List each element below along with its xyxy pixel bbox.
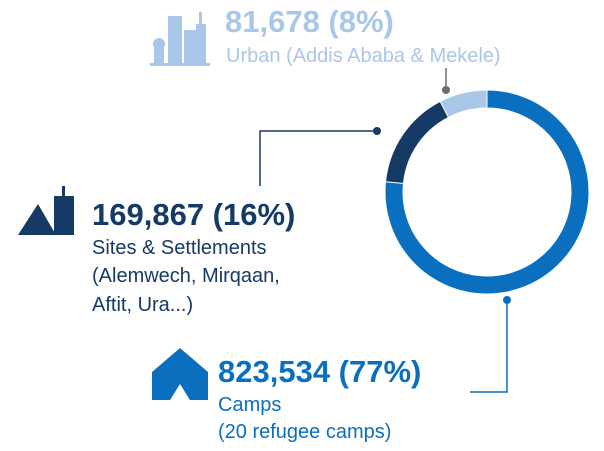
value-label: 169,867 (16%) (92, 197, 296, 232)
category-label: Sites & Settlements (92, 237, 267, 259)
donut-segment (439, 89, 488, 119)
leader-dot (373, 127, 381, 135)
value-label: 823,534 (77%) (218, 354, 422, 389)
value-label: 81,678 (8%) (225, 4, 394, 39)
camps-icon (152, 348, 208, 400)
donut-segment (384, 89, 590, 295)
leader-dot (442, 86, 450, 94)
donut-segment (384, 100, 450, 185)
category-label: Urban (Addis Ababa & Mekele) (226, 45, 501, 67)
leader-dot (503, 296, 511, 304)
urban-icon (150, 12, 210, 66)
category-note: (20 refugee camps) (218, 421, 392, 443)
donut (384, 89, 590, 295)
category-label: Camps (218, 394, 282, 416)
leader-lines (259, 68, 508, 393)
category-note: (Alemwech, Mirqaan, Aftit, Ura...) (92, 265, 280, 316)
sites-icon (18, 186, 74, 235)
